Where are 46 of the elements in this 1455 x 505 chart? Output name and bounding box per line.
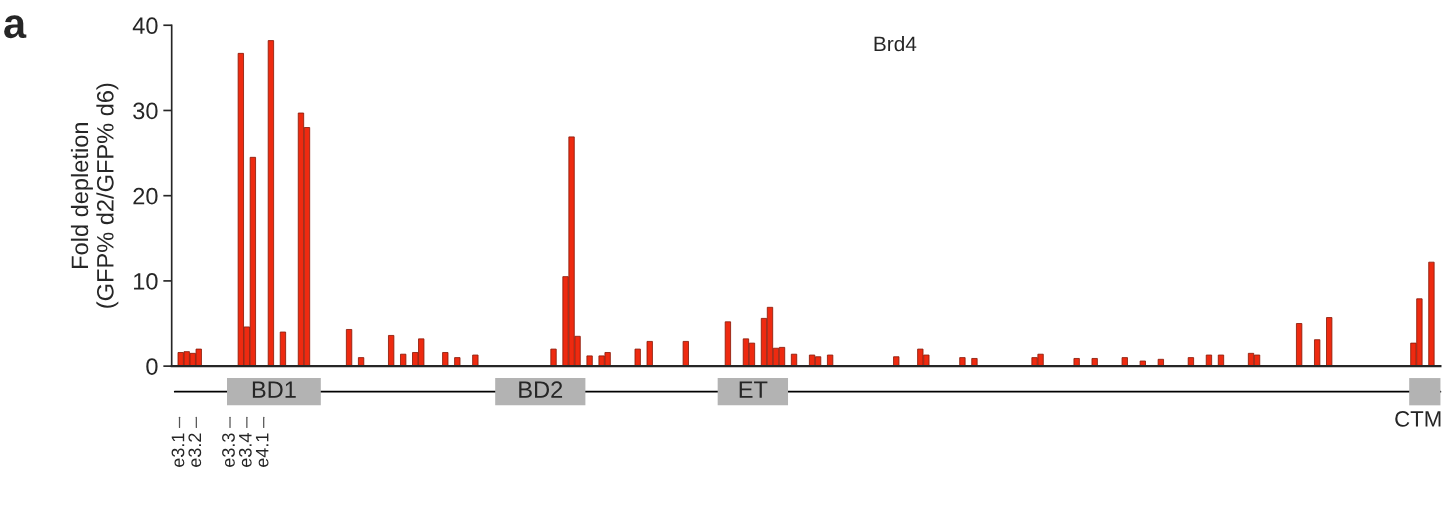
text: e4.1: [255, 433, 269, 467]
bar: [971, 358, 978, 367]
bar: [827, 354, 834, 367]
bar: [550, 348, 557, 367]
text: a: [4, 15, 27, 39]
bar: [279, 331, 287, 367]
bar: [1157, 358, 1164, 367]
text: BD1: [252, 381, 296, 398]
bar: [646, 340, 653, 367]
y-axis-title: Fold depletion (GFP% d2/GFP% d6): [70, 83, 119, 308]
y-tick-label: 10: [134, 272, 158, 290]
bar: [1326, 317, 1333, 367]
y-tick-label: 0: [146, 358, 158, 375]
bar: [1296, 323, 1303, 367]
bar: [682, 340, 689, 367]
text: e3.1: [171, 433, 185, 467]
bar: [1073, 358, 1080, 367]
bar: [400, 353, 407, 367]
y-tick-label: 30: [133, 102, 158, 120]
text: CTM: [1395, 411, 1441, 427]
y-tick-label: 20: [133, 187, 158, 205]
text: e3.2: [188, 433, 202, 467]
bar: [388, 335, 395, 367]
y-tick-label: 40: [132, 17, 158, 35]
bar: [1314, 339, 1321, 367]
bar: [454, 357, 461, 367]
bar: [1205, 354, 1213, 367]
bar: [893, 356, 900, 367]
bar: [1428, 261, 1435, 367]
bar: [724, 321, 732, 367]
bar: [959, 357, 966, 367]
bar: [267, 40, 275, 367]
text: ET: [739, 381, 768, 398]
bar: [345, 329, 353, 367]
bar: [1121, 357, 1128, 367]
bar: [634, 348, 641, 367]
text: e3.4: [238, 433, 252, 467]
chart-title: Brd4: [874, 35, 917, 52]
bar: [442, 352, 449, 367]
bar: [1091, 358, 1098, 367]
bar: [1217, 354, 1225, 367]
bar: [586, 355, 593, 367]
bar: [1139, 360, 1146, 367]
text: BD2: [519, 381, 563, 398]
text: e3.3: [222, 433, 235, 467]
bar: [472, 354, 479, 367]
